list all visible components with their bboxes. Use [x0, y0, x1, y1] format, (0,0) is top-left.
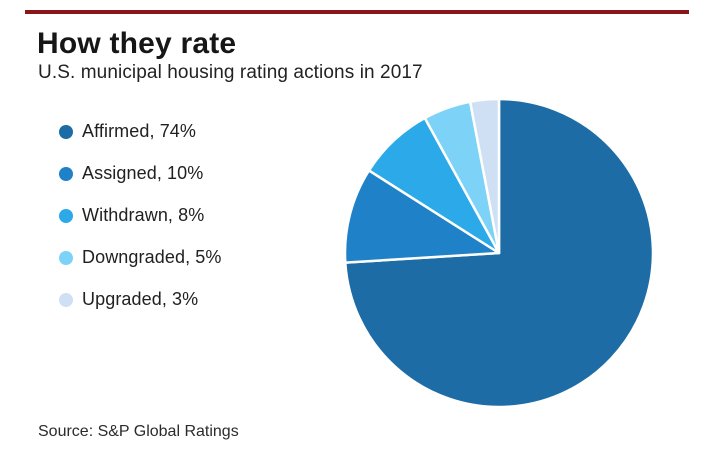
legend-item: Affirmed, 74% — [59, 121, 222, 141]
legend-bullet-icon — [59, 250, 73, 265]
source-text: Source: S&P Global Ratings — [38, 423, 239, 440]
pie-slice-upgraded — [468, 97, 501, 255]
legend-item-label: Assigned, 10% — [82, 163, 204, 183]
legend-bullet-icon — [59, 292, 73, 307]
legend-bullet-icon — [59, 208, 73, 223]
legend-item: Withdrawn, 8% — [59, 205, 222, 225]
legend-bullet-icon — [59, 124, 73, 139]
legend-item: Assigned, 10% — [59, 163, 222, 183]
legend-item: Upgraded, 3% — [59, 289, 222, 309]
legend-item: Downgraded, 5% — [59, 247, 222, 267]
top-accent-rule — [25, 10, 689, 14]
pie-slice-assigned — [343, 169, 501, 264]
legend-bullet-icon — [59, 166, 73, 181]
legend: Affirmed, 74% Assigned, 10% Withdrawn, 8% D… — [59, 121, 222, 309]
page-title: How they rate — [37, 27, 237, 60]
chart-subtitle: U.S. municipal housing rating actions in… — [38, 62, 423, 83]
legend-item-label: Withdrawn, 8% — [82, 205, 205, 225]
legend-item-label: Downgraded, 5% — [82, 247, 222, 267]
legend-item-label: Upgraded, 3% — [82, 289, 199, 309]
legend-item-label: Affirmed, 74% — [82, 121, 197, 141]
